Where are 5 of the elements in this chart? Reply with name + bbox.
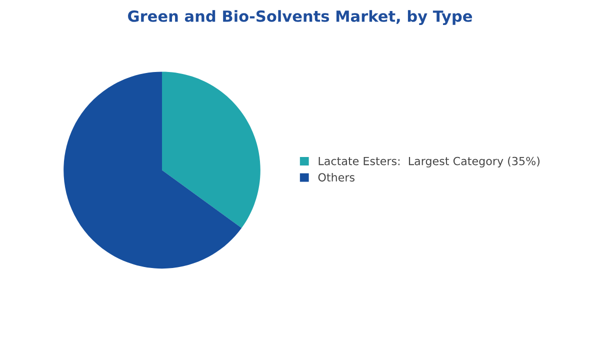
legend-label: Lactate Esters: Largest Category (35%)	[318, 156, 540, 168]
chart-title: Green and Bio-Solvents Market, by Type	[128, 10, 472, 26]
legend-label: Others	[318, 172, 354, 182]
pie-slice	[162, 72, 260, 228]
pie-slice	[64, 72, 242, 269]
